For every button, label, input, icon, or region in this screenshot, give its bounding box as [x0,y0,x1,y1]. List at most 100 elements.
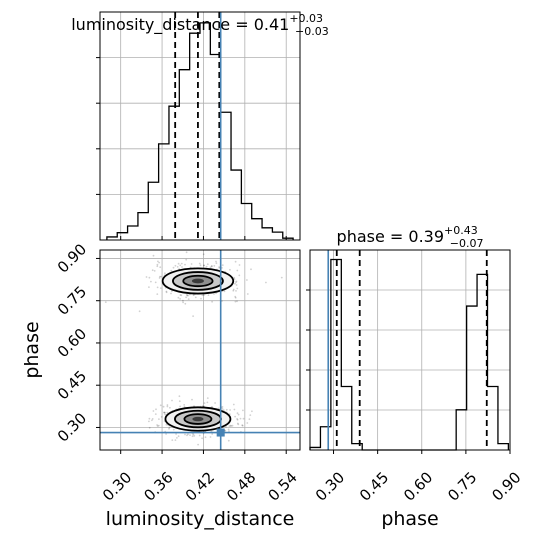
joint-sample-point [211,433,214,435]
x-axis-label-phase: phase [381,508,438,530]
joint-sample-point [156,293,159,295]
joint-sample-point [233,278,236,281]
joint-truth-marker [216,428,225,437]
joint-sample-point [165,433,168,435]
joint-sample-point [232,289,235,292]
joint-sample-point [178,400,181,403]
joint-sample-point [148,286,150,288]
joint-sample-point [159,404,162,407]
joint-sample-point [229,424,232,427]
joint-sample-point [174,439,177,441]
joint-sample-point [151,419,153,422]
joint-sample-point [174,264,177,267]
joint-sample-point [246,422,249,424]
joint-sample-point [194,296,197,299]
joint-sample-point [225,426,227,428]
joint-sample-point [182,301,185,304]
joint-sample-point [153,270,156,272]
joint-sample-point [172,428,175,431]
joint-sample-point [233,276,236,279]
joint-x-tick-label: 0.30 [99,468,135,504]
joint-panel: 0.30 0.36 0.42 0.48 0.54 0.300.450.600.750.9… [21,240,301,530]
joint-sample-point [210,265,213,268]
joint-sample-point [236,300,238,303]
joint-sample-point [221,264,224,266]
joint-sample-point [177,296,180,299]
joint-sample-point [163,411,166,414]
joint-sample-point [223,290,226,293]
joint-sample-point [170,290,173,293]
joint-sample-point [145,276,148,278]
joint-sample-point [200,297,202,300]
joint-sample-point [169,406,171,409]
joint-sample-point [158,418,160,420]
joint-sample-point [151,418,154,420]
joint-y-tick-label: 0.75 [54,283,90,319]
joint-sample-point [191,398,193,401]
joint-sample-point [206,263,209,266]
joint-sample-point [209,266,212,269]
joint-sample-point [138,310,141,313]
joint-sample-point [239,417,242,420]
joint-sample-point [148,420,150,423]
joint-sample-point [246,293,249,295]
joint-sample-point [197,443,200,446]
hist1-quantile-lines [174,12,221,240]
joint-sample-point [234,295,237,298]
joint-sample-point [213,265,216,267]
joint-sample-point [233,408,236,411]
joint-sample-point [175,433,178,435]
joint-sample-point [152,254,155,257]
joint-sample-point [206,401,209,404]
joint-sample-point [163,411,165,414]
joint-sample-point [234,296,237,299]
hist1-frame [99,11,301,241]
joint-sample-point [148,417,151,420]
joint-sample-point [179,298,182,300]
joint-sample-point [104,301,107,303]
joint-sample-point [246,279,248,281]
joint-sample-point [185,296,188,299]
joint-sample-point [176,437,178,439]
hist1-step-line [106,22,294,240]
joint-y-tick-label: 0.45 [54,367,90,403]
joint-sample-point [171,439,174,441]
joint-sample-point [186,294,189,297]
joint-sample-point [217,407,220,410]
joint-sample-point [162,405,165,408]
joint-sample-point [177,262,180,265]
joint-sample-point [237,413,240,416]
joint-sample-point [236,422,239,425]
hist-phase-panel: 0.30 0.45 0.60 0.75 0.90 phase = 0.39+0.43 −0… [306,224,525,530]
joint-sample-point [170,292,172,295]
joint-sample-point [187,433,189,436]
joint-sample-point [201,437,204,440]
joint-sample-point [203,402,206,404]
joint-sample-point [184,263,186,266]
joint-sample-point [171,399,173,402]
joint-sample-point [187,298,190,300]
joint-sample-point [222,409,225,412]
joint-sample-point [158,277,161,279]
x-axis-label-luminosity-distance: luminosity_distance [106,508,295,530]
joint-sample-point [280,276,283,279]
joint-sample-point [242,409,244,412]
hist2-x-tick-label: 0.90 [488,468,524,504]
joint-sample-point [241,424,244,427]
joint-sample-point [165,291,168,294]
joint-sample-point [192,294,195,296]
joint-sample-point [185,251,188,254]
joint-sample-point [159,266,162,269]
joint-sample-point [227,439,230,442]
joint-sample-point [238,264,241,266]
joint-sample-point [158,261,161,264]
joint-sample-point [228,425,231,427]
joint-sample-point [199,264,202,267]
joint-sample-point [232,403,235,406]
joint-sample-point [159,275,161,278]
joint-sample-point [168,426,171,429]
joint-sample-point [184,433,186,436]
joint-sample-point [159,287,162,289]
joint-sample-point [218,267,221,269]
joint-density-core [192,416,204,422]
